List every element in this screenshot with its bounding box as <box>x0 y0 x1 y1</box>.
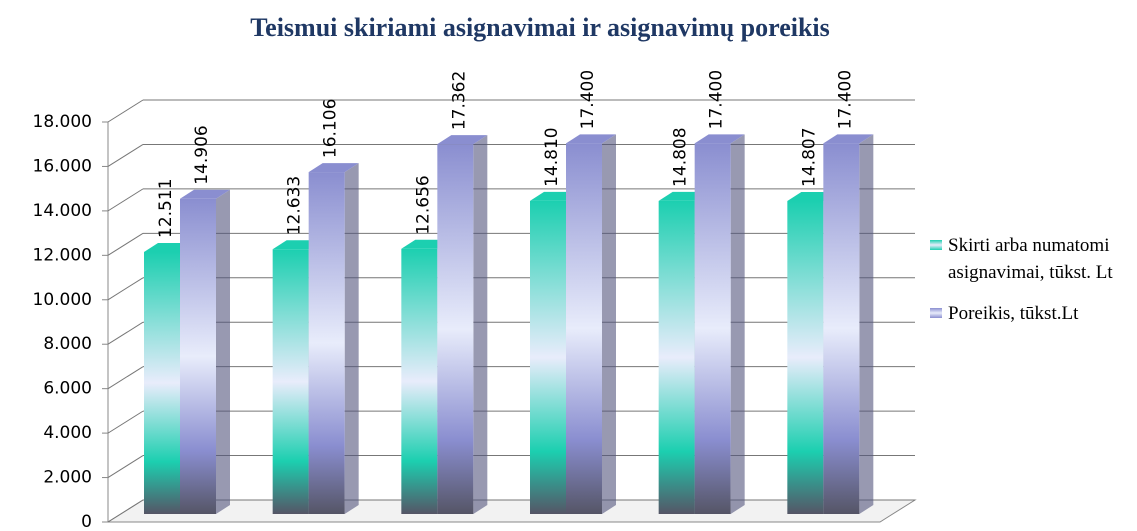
legend-item: Poreikis, tūkst.Lt <box>930 300 1130 327</box>
data-label: 17.400 <box>578 70 598 129</box>
data-label: 17.362 <box>449 71 469 130</box>
grid-line-side <box>107 321 144 345</box>
bar <box>308 172 345 515</box>
bar-top <box>566 134 616 144</box>
y-tick-label: 0 <box>81 512 92 531</box>
y-tick-label: 4.000 <box>43 423 92 443</box>
data-label: 14.808 <box>671 127 691 186</box>
bar <box>180 198 216 514</box>
data-label: 12.633 <box>285 176 305 235</box>
grid-line-side <box>107 144 144 167</box>
y-tick-label: 16.000 <box>33 156 92 176</box>
legend: Skirti arba numatomi asignavimai, tūkst.… <box>930 232 1130 341</box>
bar-side <box>602 134 616 515</box>
grid-line-side <box>107 232 144 256</box>
grid-line-side <box>107 99 144 123</box>
grid-line-side <box>107 410 144 434</box>
y-tick-label: 10.000 <box>33 290 92 310</box>
grid-line-side <box>107 366 144 390</box>
bar-side <box>859 134 874 515</box>
bar <box>823 143 860 515</box>
legend-item: Skirti arba numatomi asignavimai, tūkst.… <box>930 232 1130 286</box>
bar <box>658 200 695 514</box>
legend-label: Poreikis, tūkst.Lt <box>948 303 1079 324</box>
data-label: 14.906 <box>192 125 212 184</box>
y-tick-label: 12.000 <box>33 245 92 265</box>
y-tick-label: 18.000 <box>33 112 92 132</box>
y-tick-label: 8.000 <box>43 334 92 354</box>
chart-title: Teismui skiriami asignavimai ir asignavi… <box>250 13 830 42</box>
bar <box>401 248 438 514</box>
bar-top <box>308 163 359 173</box>
bar-side <box>216 189 230 514</box>
y-tick-label: 6.000 <box>43 379 92 399</box>
data-label: 17.400 <box>835 70 855 129</box>
bar-top <box>823 134 874 144</box>
grid-line-side <box>107 499 144 523</box>
y-tick-label: 14.000 <box>33 201 92 221</box>
bar-top <box>180 189 230 199</box>
bar-top <box>694 134 745 144</box>
legend-label: Skirti arba numatomi asignavimai, tūkst.… <box>948 235 1113 283</box>
bar-top <box>437 135 488 145</box>
bar <box>530 200 566 514</box>
bar <box>566 143 602 515</box>
data-label: 12.511 <box>156 178 176 237</box>
legend-swatch <box>930 240 942 250</box>
grid-line-side <box>107 455 144 478</box>
bar <box>694 143 731 515</box>
data-label: 14.807 <box>799 127 819 186</box>
bar <box>437 144 474 514</box>
data-label: 17.400 <box>707 70 727 129</box>
grid-line-side <box>107 277 144 301</box>
bar-side <box>344 163 359 515</box>
data-label: 12.656 <box>413 175 433 234</box>
bar-side <box>730 134 745 515</box>
y-tick-label: 2.000 <box>43 468 92 488</box>
bar <box>272 249 309 514</box>
bar <box>787 200 824 514</box>
data-label: 14.810 <box>542 127 562 186</box>
legend-swatch <box>930 308 942 318</box>
data-label: 16.106 <box>321 99 341 158</box>
bar-side <box>473 135 488 514</box>
grid-line-side <box>107 188 144 212</box>
bar <box>144 251 180 514</box>
